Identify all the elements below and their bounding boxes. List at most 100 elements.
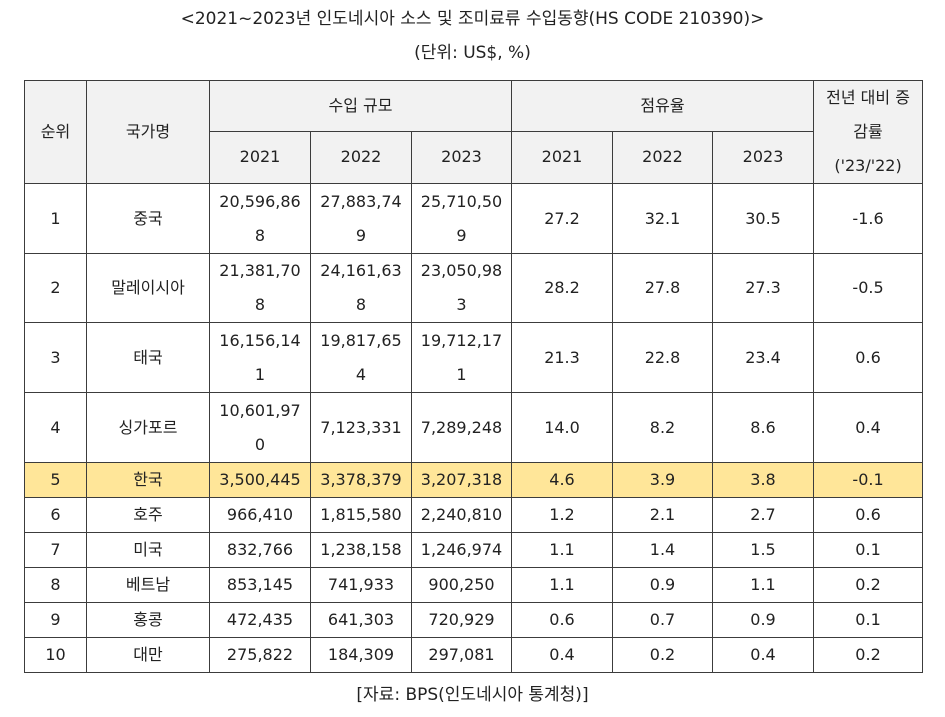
- cell-import-2023: 19,712,171: [411, 322, 512, 393]
- header-import-2022: 2022: [310, 130, 412, 185]
- cell-import-2022: 27,883,749: [310, 183, 412, 254]
- cell-country: 홍콩: [86, 602, 210, 638]
- cell-country: 호주: [86, 497, 210, 533]
- cell-share-2022: 0.9: [612, 567, 713, 603]
- cell-import-2022: 3,378,379: [310, 462, 412, 498]
- table-title: <2021~2023년 인도네시아 소스 및 조미료류 수입동향(HS CODE…: [180, 9, 765, 29]
- cell-country: 중국: [86, 183, 210, 254]
- cell-import-2022: 1,815,580: [310, 497, 412, 533]
- cell-share-2023: 0.9: [711, 602, 815, 638]
- unit-note: (단위: US$, %): [414, 43, 531, 63]
- cell-import-2021: 966,410: [209, 497, 311, 533]
- cell-import-2023: 297,081: [411, 637, 512, 673]
- table-row: 7 미국 832,766 1,238,158 1,246,974 1.1 1.4…: [24, 532, 924, 568]
- cell-growth: 0.1: [813, 602, 924, 638]
- cell-import-2022: 641,303: [310, 602, 412, 638]
- cell-share-2022: 1.4: [612, 532, 713, 568]
- cell-share-2023: 0.4: [711, 637, 815, 673]
- cell-share-2022: 22.8: [612, 322, 713, 393]
- cell-country: 말레이시아: [86, 253, 210, 323]
- header-import-2021: 2021: [209, 130, 311, 185]
- cell-share-2021: 1.1: [511, 532, 613, 568]
- cell-text: 23,050,983: [420, 261, 503, 314]
- cell-text: 16,156,141: [219, 330, 301, 384]
- cell-growth: -1.6: [813, 183, 924, 254]
- cell-rank: 3: [24, 322, 87, 393]
- cell-share-2021: 1.1: [511, 567, 613, 603]
- cell-share-2023: 8.6: [711, 392, 815, 463]
- table-row: 3 태국 16,156,141 19,817,654 19,712,171 21…: [24, 322, 924, 393]
- cell-rank: 4: [24, 392, 87, 463]
- cell-import-2023: 2,240,810: [411, 497, 512, 533]
- cell-rank: 10: [24, 637, 87, 673]
- cell-import-2023: 1,246,974: [411, 532, 512, 568]
- cell-share-2023: 1.5: [711, 532, 815, 568]
- cell-share-2022: 27.8: [612, 253, 713, 323]
- header-country: 국가명: [86, 80, 210, 184]
- cell-share-2022: 0.2: [612, 637, 713, 673]
- cell-import-2021: 21,381,708: [209, 253, 311, 323]
- cell-text: 20,596,868: [219, 191, 301, 245]
- table-row: 8 베트남 853,145 741,933 900,250 1.1 0.9 1.…: [24, 567, 924, 603]
- cell-country: 대만: [86, 637, 210, 673]
- table-row: 9 홍콩 472,435 641,303 720,929 0.6 0.7 0.9…: [24, 602, 924, 638]
- cell-share-2023: 30.5: [711, 183, 815, 254]
- cell-text: 24,161,638: [320, 261, 402, 314]
- cell-text: 27,883,749: [320, 191, 402, 245]
- cell-share-2023: 3.8: [711, 462, 815, 498]
- cell-share-2023: 2.7: [711, 497, 815, 533]
- cell-growth: -0.5: [813, 253, 924, 323]
- cell-share-2023: 23.4: [711, 322, 815, 393]
- cell-rank: 1: [24, 183, 87, 254]
- table-row-highlighted: 5 한국 3,500,445 3,378,379 3,207,318 4.6 3…: [24, 462, 924, 498]
- header-import-2023: 2023: [411, 130, 512, 185]
- cell-share-2022: 0.7: [612, 602, 713, 638]
- header-import-size: 수입 규모: [209, 80, 512, 132]
- cell-import-2022: 19,817,654: [310, 322, 412, 393]
- cell-text: 25,710,509: [420, 191, 503, 245]
- cell-rank: 7: [24, 532, 87, 568]
- cell-growth: 0.4: [813, 392, 924, 463]
- cell-import-2021: 832,766: [209, 532, 311, 568]
- cell-country: 한국: [86, 462, 210, 498]
- cell-import-2023: 23,050,983: [411, 253, 512, 323]
- cell-text: 10,601,970: [219, 400, 301, 454]
- cell-share-2021: 21.3: [511, 322, 613, 393]
- cell-import-2021: 472,435: [209, 602, 311, 638]
- header-growth-line3: ('23/'22): [834, 156, 902, 175]
- cell-import-2021: 3,500,445: [209, 462, 311, 498]
- cell-import-2021: 16,156,141: [209, 322, 311, 393]
- cell-growth: -0.1: [813, 462, 924, 498]
- cell-growth: 0.6: [813, 497, 924, 533]
- cell-share-2021: 14.0: [511, 392, 613, 463]
- cell-rank: 2: [24, 253, 87, 323]
- header-share-2021: 2021: [511, 130, 613, 185]
- cell-growth: 0.2: [813, 567, 924, 603]
- cell-share-2022: 3.9: [612, 462, 713, 498]
- cell-share-2021: 28.2: [511, 253, 613, 323]
- cell-country: 싱가포르: [86, 392, 210, 463]
- cell-import-2021: 853,145: [209, 567, 311, 603]
- cell-import-2021: 10,601,970: [209, 392, 311, 463]
- table-row: 1 중국 20,596,868 27,883,749 25,710,509 27…: [24, 183, 924, 254]
- cell-rank: 8: [24, 567, 87, 603]
- cell-share-2023: 1.1: [711, 567, 815, 603]
- table-row: 4 싱가포르 10,601,970 7,123,331 7,289,248 14…: [24, 392, 924, 463]
- cell-share-2022: 8.2: [612, 392, 713, 463]
- cell-share-2021: 4.6: [511, 462, 613, 498]
- cell-share-2022: 32.1: [612, 183, 713, 254]
- cell-text: 19,817,654: [320, 330, 402, 384]
- header-share: 점유율: [510, 80, 815, 132]
- cell-country: 태국: [86, 322, 210, 393]
- cell-text: 21,381,708: [219, 261, 301, 314]
- cell-rank: 5: [24, 462, 87, 498]
- cell-import-2022: 741,933: [310, 567, 412, 603]
- cell-import-2023: 720,929: [411, 602, 512, 638]
- cell-growth: 0.6: [813, 322, 924, 393]
- cell-import-2022: 1,238,158: [310, 532, 412, 568]
- cell-import-2023: 900,250: [411, 567, 512, 603]
- cell-import-2023: 25,710,509: [411, 183, 512, 254]
- cell-country: 미국: [86, 532, 210, 568]
- cell-country: 베트남: [86, 567, 210, 603]
- cell-growth: 0.1: [813, 532, 924, 568]
